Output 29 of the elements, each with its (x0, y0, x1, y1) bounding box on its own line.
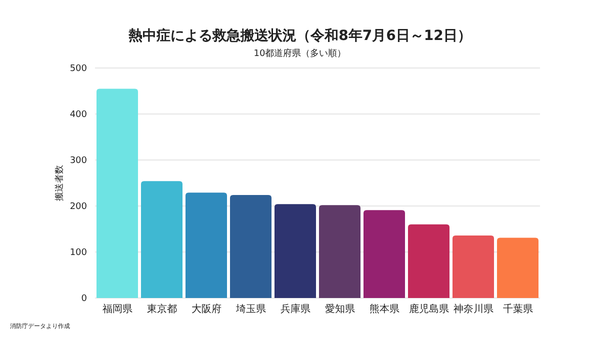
x-tick-label: 鹿児島県 (408, 303, 449, 315)
y-tick-label: 400 (70, 110, 88, 120)
x-tick-label: 愛知県 (324, 303, 355, 315)
y-tick-label: 0 (81, 294, 88, 304)
y-tick-label: 300 (70, 156, 88, 166)
x-tick-label: 埼玉県 (234, 303, 266, 315)
x-tick-label: 東京都 (146, 303, 177, 315)
bar (96, 88, 138, 298)
bar (141, 181, 182, 298)
x-tick-label: 熊本県 (369, 303, 400, 315)
bar (364, 210, 405, 298)
x-tick-label: 大阪府 (191, 303, 222, 315)
bar (186, 192, 227, 298)
y-tick-label: 500 (70, 64, 88, 74)
bar (274, 204, 316, 298)
bar (452, 235, 494, 298)
bar (408, 224, 450, 298)
x-tick-label: 神奈川県 (453, 303, 494, 315)
bar (319, 205, 360, 298)
x-tick-label: 福岡県 (102, 303, 132, 315)
chart-title: 熱中症による救急搬送状況（令和8年7月6日～12日） (128, 27, 472, 44)
y-axis-title: 搬送者数 (54, 165, 65, 201)
y-tick-label: 100 (70, 248, 88, 258)
chart-subtitle: 10都道府県（多い順） (254, 48, 346, 59)
bar (497, 238, 538, 298)
x-tick-label: 千葉県 (502, 303, 533, 315)
bar (230, 194, 272, 298)
x-tick-label: 兵庫県 (280, 303, 310, 315)
y-tick-label: 200 (70, 202, 88, 212)
